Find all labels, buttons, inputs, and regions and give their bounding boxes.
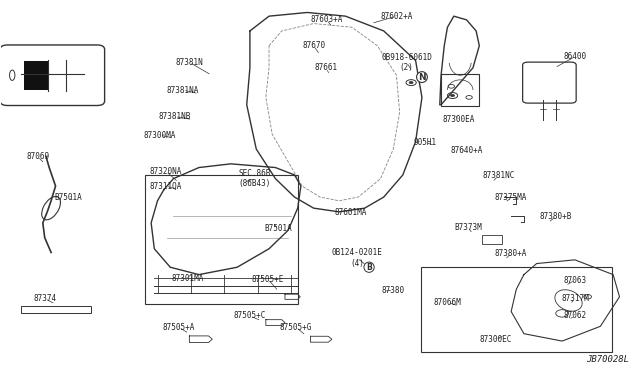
Text: B7373M: B7373M (454, 223, 482, 232)
Text: 87380+B: 87380+B (540, 212, 572, 221)
Bar (20, 306, 91, 313)
Circle shape (409, 81, 413, 84)
Text: 87300EC: 87300EC (479, 335, 511, 344)
Text: 87380+A: 87380+A (495, 249, 527, 258)
Text: 87300MA: 87300MA (143, 131, 175, 140)
Text: 905H1: 905H1 (413, 138, 436, 147)
Text: B: B (366, 263, 372, 272)
Text: 87505+G: 87505+G (280, 323, 312, 331)
Text: 87320NA: 87320NA (150, 167, 182, 176)
Text: 87602+A: 87602+A (380, 12, 413, 21)
Text: 87603+A: 87603+A (310, 15, 342, 24)
Text: 0B124-0201E
(4): 0B124-0201E (4) (332, 248, 382, 268)
Text: 87640+A: 87640+A (451, 147, 483, 155)
Text: 87505+E: 87505+E (252, 275, 284, 283)
Text: 87661: 87661 (315, 63, 338, 72)
Text: 87381N: 87381N (175, 58, 204, 67)
Text: SEC.86B
(86B43): SEC.86B (86B43) (239, 169, 271, 188)
Bar (420, 267, 612, 352)
Text: 87381NA: 87381NA (167, 86, 199, 94)
Text: 0B918-6061D
(2): 0B918-6061D (2) (381, 52, 432, 72)
Text: N: N (418, 73, 426, 81)
Bar (441, 74, 479, 106)
Text: 87380: 87380 (381, 286, 405, 295)
Bar (145, 175, 298, 304)
Text: 87311QA: 87311QA (150, 182, 182, 190)
Text: 87670: 87670 (302, 41, 325, 50)
Bar (483, 235, 502, 244)
Circle shape (451, 94, 454, 97)
Text: 87062: 87062 (563, 311, 586, 320)
Text: 87374: 87374 (33, 294, 56, 303)
Text: 86400: 86400 (563, 52, 586, 61)
Text: 87317M: 87317M (561, 294, 589, 303)
Text: 87063: 87063 (563, 276, 586, 285)
Text: B7501A: B7501A (54, 193, 82, 202)
Text: 87300EA: 87300EA (443, 115, 475, 124)
Bar (24, 61, 49, 90)
Text: 87505+C: 87505+C (234, 311, 266, 320)
Text: 87381NC: 87381NC (482, 171, 515, 180)
Text: 87375MA: 87375MA (495, 193, 527, 202)
Text: 87601MA: 87601MA (334, 208, 367, 217)
Text: 87381NB: 87381NB (159, 112, 191, 121)
Text: 87301MA: 87301MA (172, 274, 204, 283)
Text: 87505+A: 87505+A (163, 323, 195, 331)
Text: B7501A: B7501A (265, 224, 292, 233)
Text: 87069: 87069 (26, 152, 49, 161)
Text: JB70028L: JB70028L (586, 355, 629, 364)
Text: 87066M: 87066M (433, 298, 461, 307)
